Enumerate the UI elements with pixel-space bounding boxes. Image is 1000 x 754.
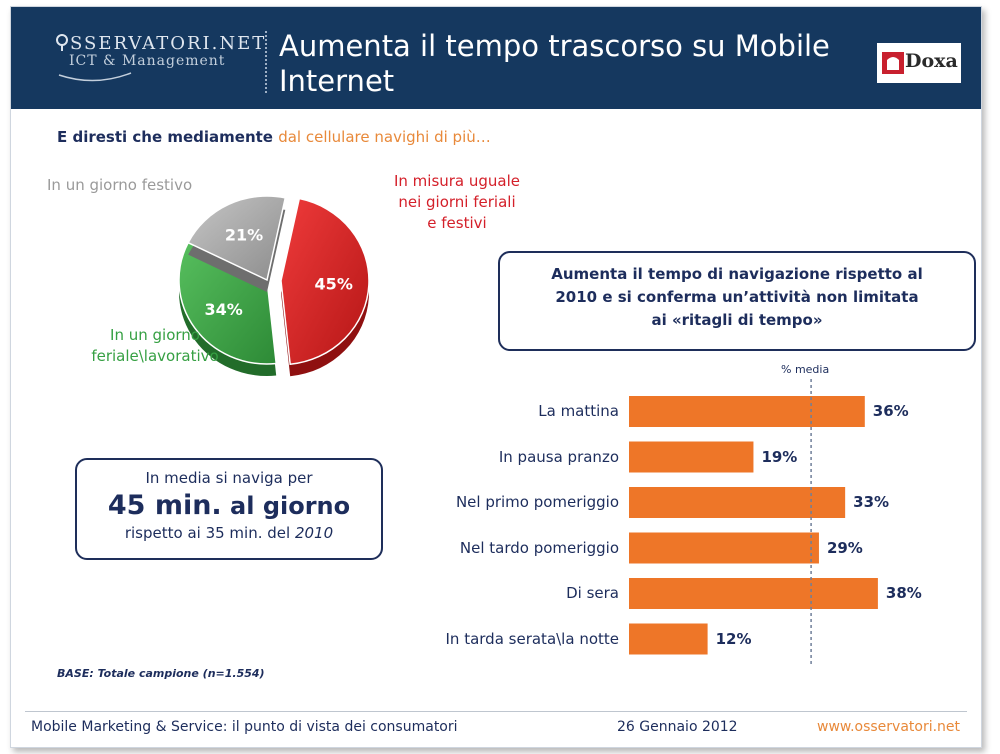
doxa-logo-text: Doxa [905, 50, 958, 72]
bar-tardo-pomeriggio [629, 532, 819, 564]
doxa-logo: Doxa [877, 43, 961, 83]
pie-slice-feriale-value: 34% [204, 300, 242, 319]
header-bar: SSERVATORI.NET ICT & Management Aumenta … [11, 7, 981, 109]
bar-label-tardo-pomeriggio: Nel tardo pomeriggio [459, 538, 619, 557]
subtitle-highlight: dal cellulare navighi di più… [278, 128, 491, 146]
logo-line1: SSERVATORI.NET [70, 33, 267, 54]
average-year: 2010 [294, 524, 334, 542]
pie-chart: 45% 34% 21% [178, 195, 370, 377]
pie-label-feriale-line1: In un giorno [110, 326, 200, 344]
bar-sera [629, 578, 878, 609]
bar-value-mattina: 36% [872, 402, 909, 420]
bar-label-pausa-pranzo: In pausa pranzo [498, 447, 619, 466]
bar-mattina [629, 396, 865, 427]
bar-label-sera: Di sera [566, 584, 619, 602]
footer-website[interactable]: www.osservatori.net [817, 719, 961, 735]
bar-tarda-serata [629, 623, 708, 655]
page-title: Aumenta il tempo trascorso su Mobile Int… [279, 29, 830, 98]
trend-line3: ai «ritagli di tempo» [651, 311, 823, 329]
bar-value-tarda-serata: 12% [715, 629, 752, 648]
average-per-day: al giorno [230, 492, 351, 520]
bar-label-tarda-serata: In tarda serata\la notte [445, 629, 620, 648]
logo-tagline: ICT & Management [69, 53, 226, 69]
pie-slice-uguale-value: 45% [315, 274, 353, 293]
subtitle-question: E diresti che mediamente [57, 128, 273, 146]
bar-value-pausa-pranzo: 19% [761, 447, 798, 466]
bar-pausa-pranzo [629, 441, 754, 473]
average-minutes: 45 min. [107, 490, 222, 521]
pie-label-uguale-line3: e festivi [427, 214, 487, 232]
bar-value-sera: 38% [885, 584, 922, 602]
logo-swoosh-icon [58, 72, 132, 82]
pie-label-feriale: In un giorno feriale\lavorativo [75, 325, 235, 367]
footer-date: 26 Gennaio 2012 [617, 719, 738, 735]
doxa-mark-icon [882, 52, 904, 74]
bar-chart [629, 379, 878, 667]
pie-label-uguale-line2: nei giorni feriali [398, 193, 516, 211]
slide: SSERVATORI.NET ICT & Management Aumenta … [10, 6, 982, 748]
bar-value-primo-pomeriggio: 33% [853, 493, 890, 511]
bar-primo-pomeriggio [629, 487, 846, 518]
bar-label-primo-pomeriggio: Nel primo pomeriggio [455, 493, 619, 511]
trend-line2: 2010 e si conferma un’attività non limit… [555, 288, 919, 306]
highlight-box-trend: Aumenta il tempo di navigazione rispetto… [498, 251, 976, 351]
footer-divider [25, 711, 967, 712]
subtitle: E diresti che mediamente dal cellulare n… [57, 128, 491, 146]
average-line3: rispetto ai 35 min. del 2010 [77, 524, 381, 542]
bar-value-tardo-pomeriggio: 29% [826, 538, 863, 557]
pie-label-festivo: In un giorno festivo [47, 176, 193, 194]
pie-slice-festivo [187, 195, 287, 282]
average-line1: In media si naviga per [145, 469, 313, 487]
footer-title: Mobile Marketing & Service: il punto di … [31, 719, 458, 735]
header-divider [265, 31, 267, 93]
average-comparison: rispetto ai 35 min. del [124, 524, 291, 542]
logo-pin-icon [56, 34, 68, 51]
pie-slice-festivo-value: 21% [225, 226, 263, 245]
reference-line-label: % media [781, 363, 830, 376]
pie-label-uguale-line1: In misura uguale [393, 172, 521, 190]
base-note: BASE: Totale campione (n=1.554) [57, 667, 265, 680]
trend-line1: Aumenta il tempo di navigazione rispetto… [551, 265, 923, 283]
average-line2: 45 min. al giorno [77, 490, 381, 521]
bar-label-mattina: La mattina [538, 402, 619, 420]
pie-slice-uguale [280, 197, 370, 366]
pie-label-uguale: In misura uguale nei giorni feriali e fe… [377, 171, 537, 234]
pie-label-feriale-line2: feriale\lavorativo [91, 347, 219, 365]
highlight-box-average: In media si naviga per 45 min. al giorno… [75, 458, 383, 560]
logo-text: SSERVATORI.NET [55, 33, 266, 54]
